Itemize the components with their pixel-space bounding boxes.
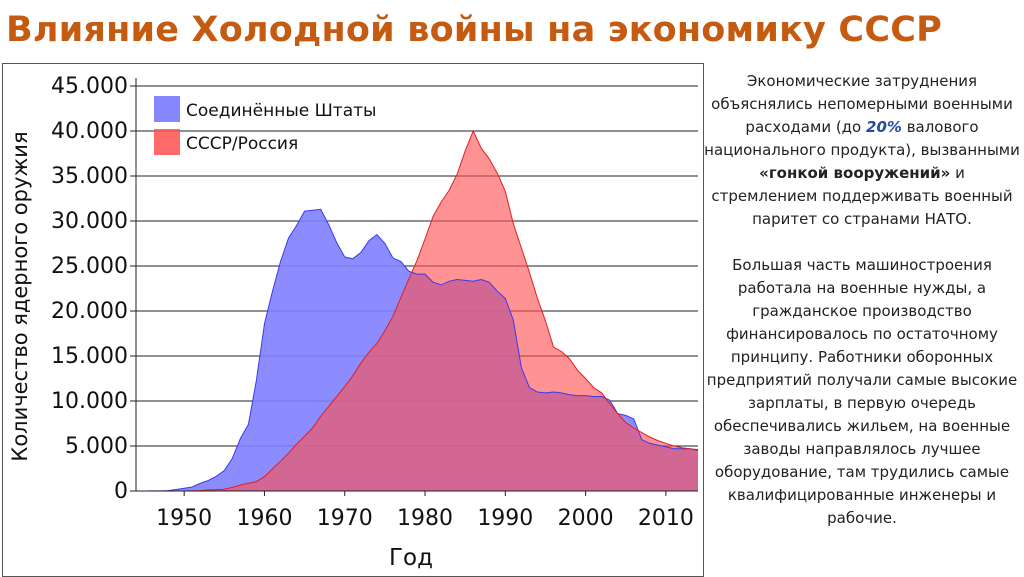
- description-p1-text-c: и стремлением поддерживать военный парит…: [711, 164, 1013, 228]
- legend-label: СССР/Россия: [186, 134, 298, 154]
- legend-label: Соединённые Штаты: [186, 101, 376, 121]
- y-tick-label: 25.000: [51, 254, 128, 279]
- y-tick-label: 40.000: [51, 119, 128, 144]
- nuclear-weapons-chart: 0 5.000 10.000 15.000 20.000 25.000 30.000 35.0…: [8, 74, 699, 571]
- x-tick-label: 2000: [558, 506, 614, 531]
- y-axis-label: Количество ядерного оружия: [8, 131, 32, 461]
- legend: Соединённые Штаты СССР/Россия: [154, 96, 376, 155]
- y-tick-label: 15.000: [51, 344, 128, 369]
- x-tick-label: 1970: [317, 506, 373, 531]
- description-panel: Экономические затруднения объяснялись не…: [704, 70, 1020, 530]
- line-series-ussr: [136, 129, 699, 492]
- y-tick-label: 35.000: [51, 164, 128, 189]
- description-p1-text-b: валового национального продукта), вызван…: [704, 118, 1020, 159]
- y-tick-label: 20.000: [51, 299, 128, 324]
- x-tick-label: 2010: [638, 506, 694, 531]
- description-paragraph-1: Экономические затруднения объяснялись не…: [704, 70, 1020, 231]
- y-tick-label: 30.000: [51, 209, 128, 234]
- y-tick-label: 0: [114, 479, 128, 504]
- x-tick-label: 1980: [397, 506, 453, 531]
- chart-panel: 0 5.000 10.000 15.000 20.000 25.000 30.000 35.0…: [2, 63, 704, 577]
- x-tick-label: 1990: [477, 506, 533, 531]
- legend-swatch: [154, 129, 180, 155]
- y-tick-label: 10.000: [51, 389, 128, 414]
- y-tick-label: 45.000: [51, 74, 128, 99]
- legend-swatch: [154, 96, 180, 122]
- gdp-percent-highlight: 20%: [866, 118, 902, 136]
- slide-title: Влияние Холодной войны на экономику СССР: [6, 10, 942, 50]
- line-series-us: [136, 208, 699, 492]
- x-axis-label: Год: [389, 545, 433, 571]
- area-series-ussr: [136, 131, 698, 491]
- x-tick-label: 1960: [236, 506, 292, 531]
- y-tick-label: 5.000: [65, 434, 128, 459]
- x-tick-label: 1950: [156, 506, 212, 531]
- description-paragraph-2: Большая часть машиностроения работала на…: [706, 256, 1018, 527]
- description-p1-text-a: Экономические затруднения объяснялись не…: [711, 72, 1013, 136]
- arms-race-highlight: «гонкой вооружений»: [759, 164, 951, 182]
